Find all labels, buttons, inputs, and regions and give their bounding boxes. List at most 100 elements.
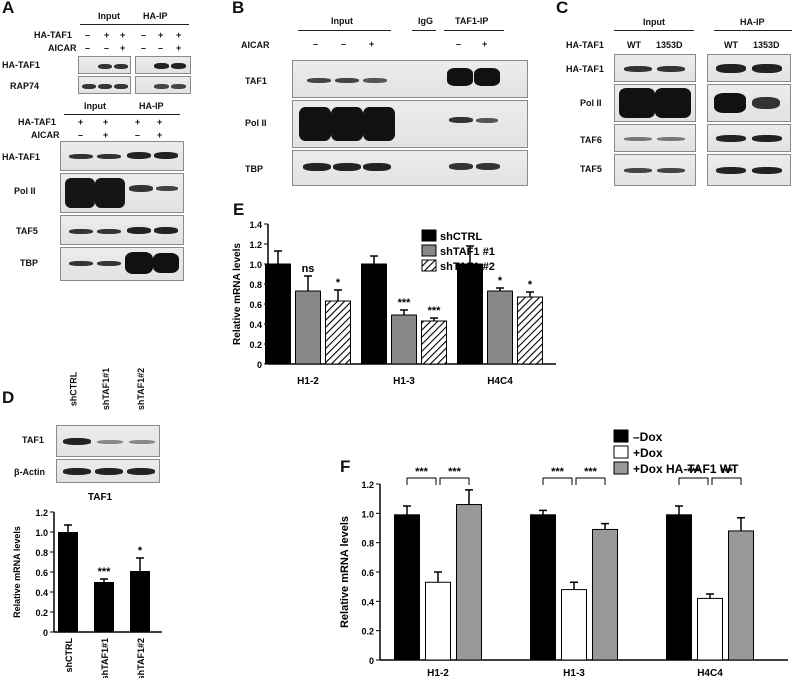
- panel-a-bottom-row2-label: AICAR: [31, 130, 60, 140]
- chart-f: 0 0.2 0.4 0.6 0.8 1.0 1.2 Relative mRNA levels *…: [339, 429, 788, 678]
- significance-label: ***: [551, 466, 565, 478]
- blot-c-input-hataf1: [614, 54, 696, 82]
- blot-a-bottom-polii: [60, 173, 184, 213]
- blot-b-tbp: [292, 150, 528, 186]
- mark: +: [157, 117, 163, 127]
- mark: 1353D: [753, 40, 780, 50]
- x-tick-label: H1-3: [563, 668, 585, 678]
- bar: [728, 530, 754, 661]
- blot-b-polii: [292, 100, 528, 148]
- y-tick-label: 0.4: [35, 588, 48, 598]
- significance-bracket: [678, 477, 709, 485]
- panel-d-lane-label-2: shTAF1#1: [95, 368, 117, 422]
- bar: [561, 589, 587, 661]
- bar: [58, 532, 78, 632]
- y-tick-label: 0.4: [249, 320, 262, 330]
- blot-a-bottom-tbp: [60, 247, 184, 281]
- chart-d-ylabel: Relative mRNA levels: [12, 526, 22, 618]
- panel-a-bottom-haip-underline: [126, 114, 180, 115]
- blot-c-ip-polii: [707, 84, 791, 122]
- y-tick-label: 0.6: [361, 568, 374, 578]
- bar: [265, 263, 291, 365]
- panel-a-bottom-group-input: Input: [84, 101, 106, 111]
- panel-a-top-blot-label-1: HA-TAF1: [2, 60, 40, 70]
- bar: [456, 504, 482, 661]
- panel-b-blot-label-3: TBP: [245, 164, 263, 174]
- legend-swatch: [613, 429, 629, 443]
- panel-c-label: C: [556, 0, 569, 17]
- bar: [592, 528, 618, 661]
- panel-a-bottom-row1-label: HA-TAF1: [18, 117, 56, 127]
- chart-d: 0 0.2 0.4 0.6 0.8 1.0 1.2 TAF1 Relative mRNA lev…: [12, 492, 162, 678]
- x-tick-label: H1-2: [297, 376, 319, 387]
- mark: WT: [724, 40, 738, 50]
- x-tick-label: H1-3: [393, 376, 415, 387]
- mark: +: [103, 130, 109, 140]
- bar: [394, 514, 420, 661]
- mark: –: [141, 43, 147, 53]
- mark: –: [141, 30, 147, 40]
- y-tick-label: 0: [257, 360, 262, 370]
- y-tick-label: 0.8: [361, 539, 374, 549]
- significance-bracket: [711, 477, 742, 485]
- chart-f-ylabel: Relative mRNA levels: [339, 516, 351, 628]
- significance-label: ***: [584, 466, 598, 478]
- significance-label: *: [528, 279, 533, 291]
- legend-swatch: [421, 259, 437, 272]
- panel-d-lane-label-3: shTAF1#2: [130, 368, 152, 422]
- blot-c-input-polii: [614, 84, 696, 122]
- y-tick-label: 1.2: [361, 480, 374, 490]
- mark: +: [103, 117, 109, 127]
- mark: –: [158, 43, 164, 53]
- mark: +: [120, 43, 126, 53]
- significance-label: ns: [302, 263, 315, 275]
- legend-label: shTAF1 #2: [440, 261, 495, 273]
- bar: [130, 571, 150, 632]
- y-tick-label: 1.0: [361, 509, 374, 519]
- bar: [457, 263, 483, 365]
- panel-b-blot-label-2: Pol II: [245, 118, 267, 128]
- y-tick-label: 0.6: [249, 300, 262, 310]
- y-tick-label: 0.4: [361, 597, 374, 607]
- blot-a-top-input-rap74: [78, 76, 131, 94]
- panel-b-group-taf1ip: TAF1-IP: [455, 16, 489, 26]
- blot-a-top-ip-rap74: [135, 76, 191, 94]
- panel-a-top-row1-label: HA-TAF1: [34, 30, 72, 40]
- panel-a-top-blot-label-2: RAP74: [10, 81, 40, 91]
- y-tick-label: 0.2: [249, 340, 262, 350]
- significance-label: ***: [398, 297, 412, 309]
- y-tick-label: 0.2: [35, 608, 48, 618]
- bar: [361, 263, 387, 365]
- bar: [666, 514, 692, 661]
- panel-e-label: E: [233, 200, 245, 219]
- blot-a-bottom-taf5: [60, 215, 184, 245]
- panel-b-group-igg: IgG: [418, 16, 433, 26]
- legend-swatch: [613, 445, 629, 459]
- blot-d-taf1: [56, 425, 160, 457]
- panel-a-bottom-blot-label-2: Pol II: [14, 186, 36, 196]
- legend-label: shTAF1 #1: [440, 246, 495, 258]
- panel-b-input-underline: [298, 30, 391, 31]
- bar: [517, 296, 543, 365]
- bar: [425, 581, 451, 661]
- legend-label: +Dox HA-TAF1 WT: [633, 462, 739, 476]
- panel-c-row-label: HA-TAF1: [566, 40, 604, 50]
- mark: –: [104, 43, 110, 53]
- mark: –: [313, 39, 319, 49]
- panel-b-taf1ip-underline: [444, 30, 504, 31]
- lane-label: shCTRL: [68, 371, 79, 407]
- mark: +: [104, 30, 110, 40]
- y-tick-label: 1.0: [35, 528, 48, 538]
- lane-label: shTAF1#2: [136, 367, 147, 411]
- blot-c-ip-taf5: [707, 154, 791, 186]
- x-tick-label: H1-2: [427, 668, 449, 678]
- panel-a-top-row2-label: AICAR: [48, 43, 77, 53]
- bar: [295, 290, 321, 365]
- significance-label: ***: [720, 466, 734, 478]
- panel-c-blot-label-3: TAF6: [580, 135, 602, 145]
- panel-c-blot-label-4: TAF5: [580, 164, 602, 174]
- mark: +: [482, 39, 488, 49]
- mark: +: [120, 30, 126, 40]
- panel-b-group-input: Input: [331, 16, 353, 26]
- blot-a-bottom-hataf1: [60, 141, 184, 171]
